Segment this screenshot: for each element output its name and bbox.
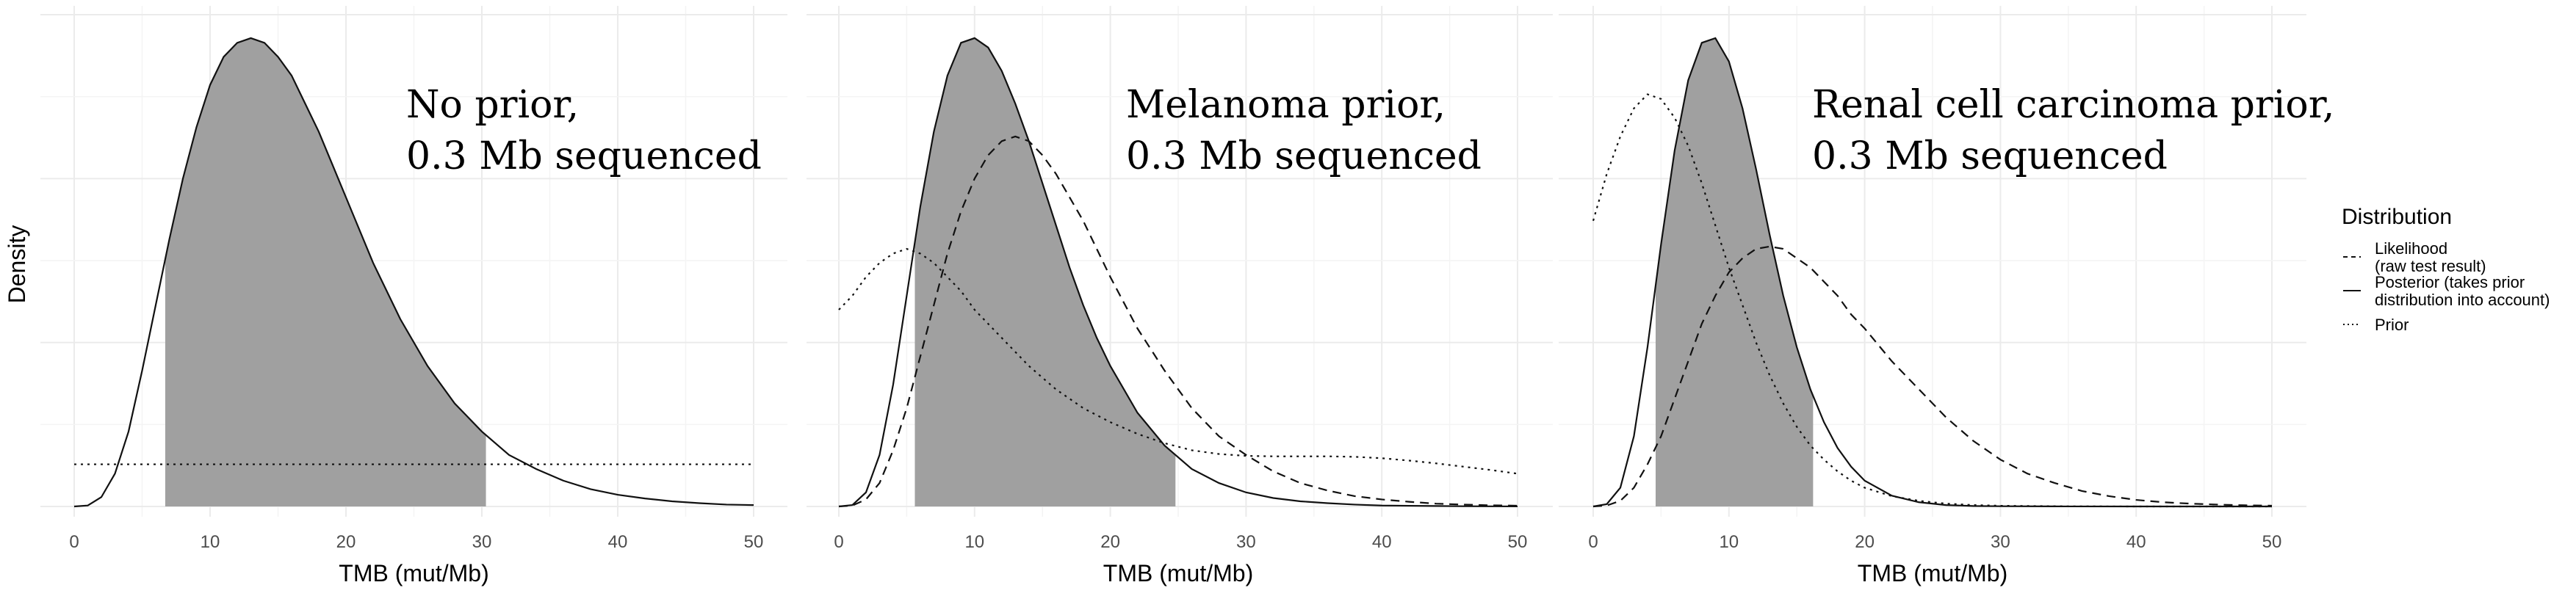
x-tick-label: 30 <box>1236 532 1256 552</box>
posterior-curve <box>73 37 754 508</box>
x-tick-label: 30 <box>1991 532 2010 552</box>
legend: Distribution Likelihood(raw test result)… <box>2342 205 2550 334</box>
x-tick-label: 0 <box>1588 532 1598 552</box>
x-tick-label: 10 <box>201 532 220 552</box>
gridlines <box>807 6 1553 517</box>
x-tick-label: 10 <box>964 532 984 552</box>
x-axis-ticks: 0 10 20 30 40 50 <box>834 532 1527 552</box>
posterior-curve <box>1592 37 2272 508</box>
panel-renal-cell-carcinoma-prior: 0 10 20 30 40 50 TMB (mut/Mb) Renal cell carcin… <box>1559 6 2334 586</box>
legend-label-prior: Prior <box>2375 316 2409 334</box>
x-tick-label: 20 <box>1855 532 1875 552</box>
x-tick-label: 40 <box>1372 532 1392 552</box>
panel-label-line: 0.3 Mb sequenced <box>406 134 762 178</box>
x-tick-label: 50 <box>744 532 764 552</box>
panel-label-line: 0.3 Mb sequenced <box>1812 134 2168 178</box>
x-axis-ticks: 0 10 20 30 40 50 <box>1588 532 2281 552</box>
posterior-curve <box>838 37 1518 508</box>
x-tick-label: 10 <box>1719 532 1739 552</box>
credible-interval-shading <box>165 38 486 506</box>
prior-curve <box>838 247 1518 475</box>
prior-curve <box>1592 93 2272 508</box>
legend-label-likelihood: Likelihood <box>2375 239 2447 258</box>
credible-interval-shading <box>914 38 1176 507</box>
panel-label-line: Renal cell carcinoma prior, <box>1812 83 2334 127</box>
panel-label: Melanoma prior, 0.3 Mb sequenced <box>1126 83 1482 178</box>
x-tick-label: 20 <box>336 532 356 552</box>
gridlines <box>1559 6 2306 517</box>
x-tick-label: 40 <box>2126 532 2146 552</box>
panel-label: Renal cell carcinoma prior, 0.3 Mb sequen… <box>1812 83 2334 178</box>
x-axis-title: TMB (mut/Mb) <box>339 560 488 586</box>
x-tick-label: 50 <box>1508 532 1528 552</box>
x-tick-label: 50 <box>2262 532 2282 552</box>
panel-label-line: Melanoma prior, <box>1126 83 1446 127</box>
panel-melanoma-prior: 0 10 20 30 40 50 TMB (mut/Mb) Melanoma prior, 0.… <box>807 6 1553 586</box>
legend-label-likelihood: (raw test result) <box>2375 257 2486 275</box>
x-tick-label: 0 <box>69 532 79 552</box>
legend-label-posterior: Posterior (takes prior <box>2375 273 2525 291</box>
credible-interval-shading <box>1656 38 1814 507</box>
panel-label-line: 0.3 Mb sequenced <box>1126 134 1482 178</box>
x-axis-title: TMB (mut/Mb) <box>1103 560 1253 586</box>
likelihood-curve <box>1592 245 2273 508</box>
x-tick-label: 40 <box>608 532 628 552</box>
legend-title: Distribution <box>2342 205 2452 229</box>
x-tick-label: 0 <box>834 532 843 552</box>
y-axis-title: Density <box>4 225 30 304</box>
panel-no-prior: 0 10 20 30 40 50 TMB (mut/Mb) No prior, 0.3 Mb s… <box>40 6 787 586</box>
x-tick-label: 30 <box>472 532 492 552</box>
x-tick-label: 20 <box>1100 532 1120 552</box>
panel-label: No prior, 0.3 Mb sequenced <box>406 83 762 178</box>
panel-label-line: No prior, <box>406 83 579 127</box>
x-axis-ticks: 0 10 20 30 40 50 <box>69 532 763 552</box>
x-axis-title: TMB (mut/Mb) <box>1858 560 2007 586</box>
legend-label-posterior: distribution into account) <box>2375 291 2550 309</box>
